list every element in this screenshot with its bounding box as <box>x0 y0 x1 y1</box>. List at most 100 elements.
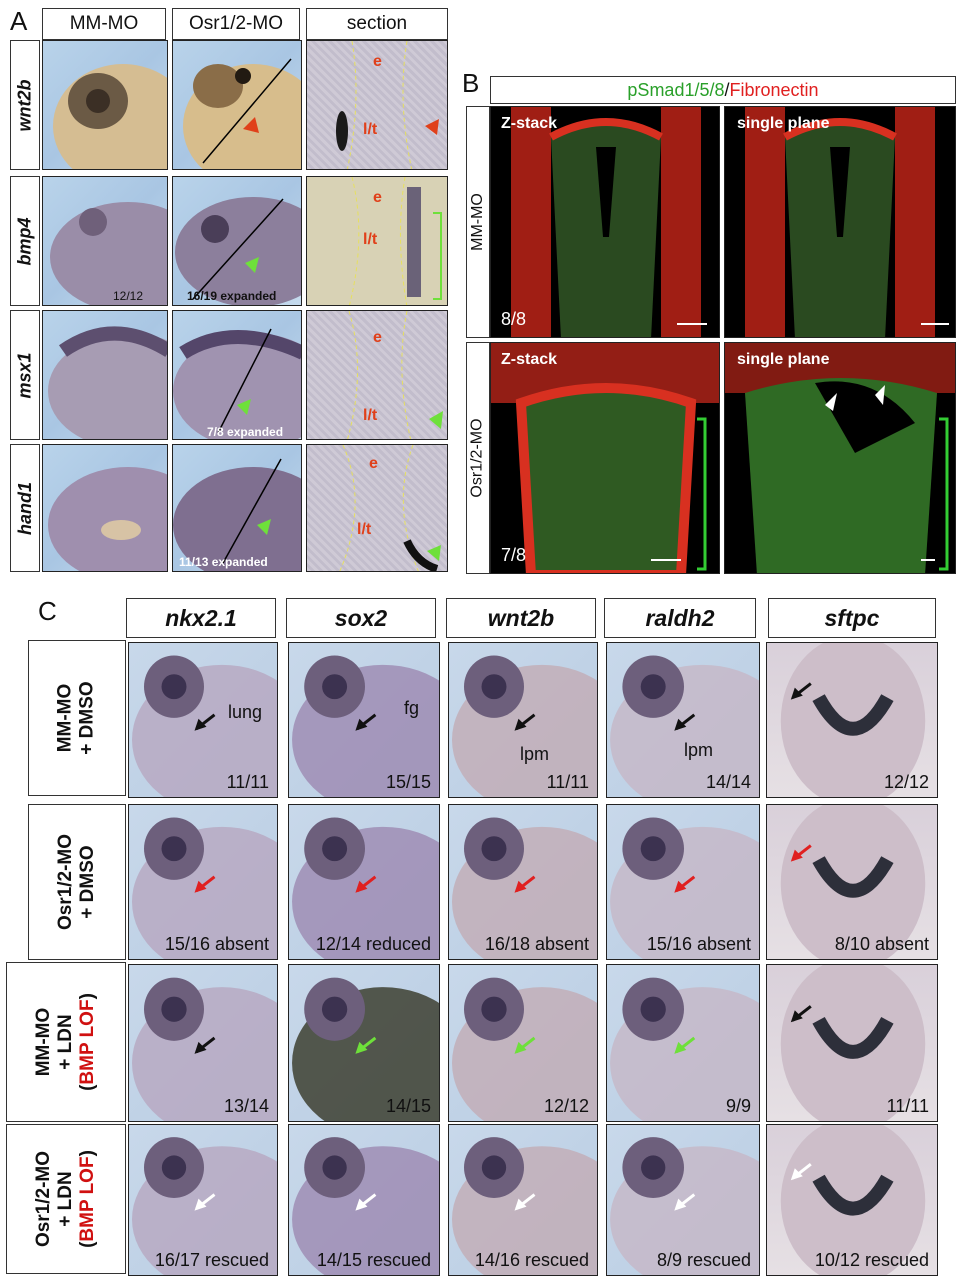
panel-a-row-wnt2b: wnt2b <box>10 40 40 170</box>
scale-bar <box>921 559 935 561</box>
panel-c-osr-ldn-raldh2-image: 8/9 rescued <box>606 1124 760 1276</box>
panel-c-mm-ldn-nkx21-image: 13/14 <box>128 964 278 1122</box>
panel-c-header-sox2: sox2 <box>286 598 436 638</box>
count-c-osr-dmso-sftpc: 8/10 absent <box>834 934 929 954</box>
panel-c-osr-dmso-sftpc-image: 8/10 absent <box>766 804 938 960</box>
title-psmad: pSmad1/5/8 <box>627 79 725 100</box>
panel-c-row-mm-dmso: MM-MO + DMSO <box>28 640 126 796</box>
panel-c-osr-dmso-nkx21-image: 15/16 absent <box>128 804 278 960</box>
scale-bar <box>921 323 949 325</box>
caption-zstack-2: Z-stack <box>501 351 558 368</box>
panel-a-bmp4-mm-image: 12/12 <box>42 176 168 306</box>
panel-b-mm-zstack-image: Z-stack 8/8 <box>490 106 720 338</box>
count-c-mm-ldn-sox2: 14/15 <box>385 1096 431 1116</box>
section-label-lt: l/t <box>363 121 378 138</box>
panel-c-osr-ldn-sox2-image: 14/15 rescued <box>288 1124 440 1276</box>
panel-a-msx1-osr-image: 7/8 expanded <box>172 310 302 440</box>
section-label-e: e <box>373 189 382 206</box>
count-c-mm-ldn-sftpc: 11/11 <box>886 1096 929 1116</box>
annotation-lpm-raldh2: lpm <box>684 740 714 760</box>
title-sep: / <box>724 79 730 100</box>
panel-a-header-section: section <box>306 8 448 40</box>
panel-c-osr-dmso-raldh2-image: 15/16 absent <box>606 804 760 960</box>
scale-bar <box>651 559 681 561</box>
panel-c-osr-dmso-sox2-image: 12/14 reduced <box>288 804 440 960</box>
count-c-osr-ldn-raldh2: 8/9 rescued <box>656 1250 751 1270</box>
panel-c-row-osr-ldn: Osr1/2-MO + LDN (BMP LOF) <box>6 1124 126 1274</box>
panel-c-osr-dmso-wnt2b-image: 16/18 absent <box>448 804 598 960</box>
panel-a-row-hand1: hand1 <box>10 444 40 572</box>
panel-a-wnt2b-section-image: e l/t <box>306 40 448 170</box>
count-c-osr-ldn-sftpc: 10/12 rescued <box>814 1250 929 1270</box>
panel-c-header-nkx21: nkx2.1 <box>126 598 276 638</box>
section-label-lt: l/t <box>357 521 372 538</box>
panel-c-mm-dmso-sox2-image: 15/15 <box>288 642 440 798</box>
panel-b-row-mm-mo: MM-MO <box>466 106 490 338</box>
caption-single-2: single plane <box>737 351 830 368</box>
panel-c-row-osr-dmso: Osr1/2-MO + DMSO <box>28 804 126 960</box>
panel-a-msx1-section-image: e l/t <box>306 310 448 440</box>
title-fibronectin: Fibronectin <box>729 79 819 100</box>
count-c-mm-ldn-raldh2: 9/9 <box>725 1096 751 1116</box>
count-c-osr-ldn-sox2: 14/15 rescued <box>316 1250 431 1270</box>
caption-single-1: single plane <box>737 115 830 132</box>
panel-c-mm-ldn-sox2-image: 14/15 <box>288 964 440 1122</box>
panel-a-header-mm-mo: MM-MO <box>42 8 166 40</box>
count-c-mm-dmso-nkx21: 11/11 <box>226 772 269 792</box>
annotation-lung: lung <box>228 702 263 722</box>
count-msx1-osr: 7/8 expanded <box>207 425 284 439</box>
count-c-osr-dmso-nkx21: 15/16 absent <box>164 934 269 954</box>
count-hand1-osr: 11/13 expanded <box>179 555 268 569</box>
panel-c-header-sftpc: sftpc <box>768 598 936 638</box>
count-c-osr-dmso-raldh2: 15/16 absent <box>646 934 751 954</box>
section-label-lt: l/t <box>363 407 378 424</box>
panel-c-osr-ldn-nkx21-image: 16/17 rescued <box>128 1124 278 1276</box>
section-label-lt: l/t <box>363 231 378 248</box>
panel-b-letter: B <box>462 68 480 98</box>
panel-a-wnt2b-osr-image <box>172 40 302 170</box>
section-label-e: e <box>373 53 382 70</box>
panel-c-mm-dmso-wnt2b-image: 11/11 <box>448 642 598 798</box>
count-b-mm: 8/8 <box>501 309 527 329</box>
panel-b-mm-single-image: single plane <box>724 106 956 338</box>
count-c-mm-ldn-nkx21: 13/14 <box>223 1096 269 1116</box>
panel-c-osr-ldn-wnt2b-image: 14/16 rescued <box>448 1124 598 1276</box>
count-c-osr-dmso-wnt2b: 16/18 absent <box>484 934 589 954</box>
count-bmp4-mm: 12/12 <box>113 289 144 303</box>
panel-a-header-osr-mo: Osr1/2-MO <box>172 8 300 40</box>
panel-c-header-wnt2b: wnt2b <box>446 598 596 638</box>
count-c-mm-dmso-sftpc: 12/12 <box>883 772 929 792</box>
panel-a-hand1-mm-image <box>42 444 168 572</box>
panel-b-title: pSmad1/5/8 / Fibronectin <box>490 76 956 104</box>
annotation-fg: fg <box>404 698 420 718</box>
panel-c-mm-ldn-wnt2b-image: 12/12 <box>448 964 598 1122</box>
panel-c-header-raldh2: raldh2 <box>604 598 756 638</box>
panel-c-osr-ldn-sftpc-image: 10/12 rescued <box>766 1124 938 1276</box>
count-bmp4-osr: 16/19 expanded <box>187 289 277 303</box>
count-c-osr-ldn-wnt2b: 14/16 rescued <box>474 1250 589 1270</box>
panel-a-row-msx1: msx1 <box>10 310 40 440</box>
caption-zstack-1: Z-stack <box>501 115 558 132</box>
section-label-e: e <box>373 329 382 346</box>
panel-b-osr-zstack-image: Z-stack 7/8 <box>490 342 720 574</box>
count-b-osr: 7/8 <box>501 545 527 565</box>
panel-c-letter: C <box>38 596 57 626</box>
panel-a-hand1-section-image: e l/t <box>306 444 448 572</box>
panel-a-bmp4-osr-image: 16/19 expanded <box>172 176 302 306</box>
panel-c-mm-dmso-raldh2-image: 14/14 <box>606 642 760 798</box>
count-c-mm-dmso-wnt2b: 11/11 <box>546 772 589 792</box>
panel-a-hand1-osr-image: 11/13 expanded <box>172 444 302 572</box>
annotation-lpm-wnt2b: lpm <box>520 744 550 764</box>
count-c-mm-ldn-wnt2b: 12/12 <box>543 1096 589 1116</box>
panel-c-mm-dmso-sftpc-image: 12/12 <box>766 642 938 798</box>
scale-bar <box>677 323 707 325</box>
count-c-mm-dmso-sox2: 15/15 <box>385 772 431 792</box>
panel-b-row-osr-mo: Osr1/2-MO <box>466 342 490 574</box>
panel-c-mm-dmso-nkx21-image: 11/11 <box>128 642 278 798</box>
panel-c-mm-ldn-sftpc-image: 11/11 <box>766 964 938 1122</box>
panel-a-row-bmp4: bmp4 <box>10 176 40 306</box>
panel-a-letter: A <box>10 6 28 36</box>
panel-a-wnt2b-mm-image <box>42 40 168 170</box>
panel-c-row-mm-ldn: MM-MO + LDN (BMP LOF) <box>6 962 126 1122</box>
section-label-e: e <box>369 455 378 472</box>
